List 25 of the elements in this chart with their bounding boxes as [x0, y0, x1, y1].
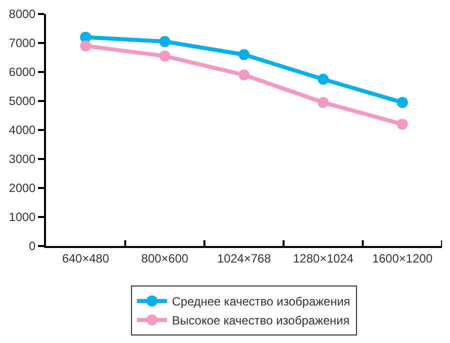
y-tick-label: 4000 — [8, 123, 36, 138]
point — [80, 40, 92, 52]
point — [159, 50, 170, 62]
y-tick-label: 2000 — [8, 181, 36, 196]
point — [318, 74, 329, 85]
point — [318, 96, 329, 108]
legend-label: Среднее качество изображения — [172, 294, 350, 309]
point — [396, 96, 408, 108]
legend-label: Высокое качество изображения — [172, 314, 350, 328]
point — [396, 118, 408, 130]
y-tick-label: 3000 — [8, 152, 36, 166]
y-tick-label: 8000 — [8, 7, 36, 22]
y-tick-label: 7000 — [8, 36, 36, 50]
y-tick-label: 6000 — [8, 65, 36, 80]
y-tick-label: 1000 — [8, 210, 36, 224]
x-tick-label: 640×480 — [62, 251, 110, 266]
y-tick-label: 0 — [28, 239, 36, 254]
x-tick-label: 1280×1024 — [292, 251, 354, 266]
x-tick-label: 800×600 — [141, 251, 189, 266]
point — [159, 36, 170, 48]
x-tick-label: 1024×768 — [217, 251, 272, 266]
x-tick-label: 1600×1200 — [372, 251, 433, 266]
point — [238, 69, 250, 80]
point — [238, 49, 250, 60]
y-tick-label: 5000 — [8, 94, 36, 108]
